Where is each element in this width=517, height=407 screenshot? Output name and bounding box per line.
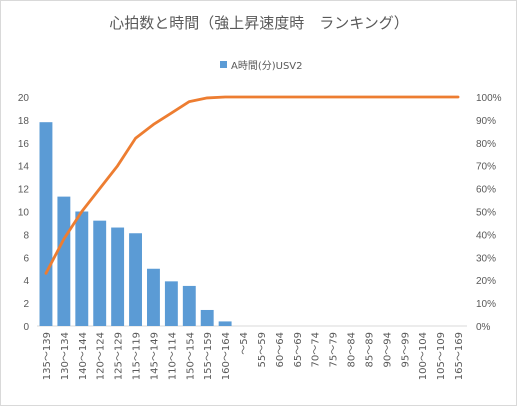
x-tick-label: 65～69: [293, 332, 304, 367]
y-left-tick-label: 10: [18, 208, 30, 219]
cumulative-line-series: [44, 95, 460, 275]
y-right-tick-label: 100%: [476, 93, 502, 104]
x-tick-label: 145～149: [149, 332, 160, 380]
y-left-tick-label: 16: [18, 139, 30, 150]
y-right-tick-label: 10%: [476, 299, 496, 310]
legend-swatch-bar: [220, 61, 227, 68]
y-right-tick-label: 30%: [476, 253, 496, 264]
x-tick-label: 105～109: [436, 332, 447, 380]
y-left-tick-label: 18: [18, 116, 30, 127]
y-right-tick-label: 0%: [476, 322, 491, 333]
x-tick-label: 150～154: [185, 332, 196, 380]
bar: [200, 309, 214, 326]
x-tick-label: 60～64: [275, 332, 286, 367]
y-left-tick-label: 0: [23, 322, 29, 333]
bar: [93, 220, 107, 326]
x-tick-label: 80～84: [347, 332, 358, 367]
bar: [129, 233, 142, 326]
y-right-tick-label: 50%: [476, 208, 496, 219]
bar: [218, 321, 232, 326]
x-tick-label: 70～74: [311, 332, 322, 367]
legend-label: A時間(分)USV2: [231, 60, 303, 72]
x-tick-label: 135～139: [42, 332, 53, 380]
bar: [111, 227, 125, 326]
x-tick-label: 85～89: [364, 332, 375, 367]
bar-series: [39, 122, 232, 326]
x-tick-label: 100～104: [418, 332, 429, 380]
y-right-tick-label: 70%: [476, 162, 496, 173]
x-tick-label: 95～99: [400, 332, 411, 367]
cumulative-line: [44, 95, 460, 275]
x-tick-label: 125～129: [114, 332, 125, 380]
y-left-tick-label: 20: [18, 93, 30, 104]
y-left-tick-label: 12: [18, 185, 30, 196]
x-tick-label: 110～114: [167, 332, 178, 380]
bar: [147, 268, 160, 326]
chart-title: 心拍数と時間（強上昇速度時 ランキング）: [109, 14, 409, 32]
y-left-tick-label: 6: [23, 253, 29, 264]
x-tick-label: 75～79: [329, 332, 340, 367]
x-tick-label: 55～59: [257, 332, 268, 367]
bar: [57, 196, 71, 326]
axes: 0 2 4 6 8 10 12 14 16 18 20 0% 10% 20% 30% 40% 50% 60% 70%…: [18, 93, 502, 333]
y-left-tick-label: 2: [23, 299, 29, 310]
y-left-tick-label: 8: [23, 230, 29, 241]
legend: A時間(分)USV2: [220, 60, 303, 72]
x-tick-label: 155～159: [203, 332, 214, 380]
y-left-tick-label: 14: [18, 162, 30, 173]
bar: [182, 285, 196, 326]
x-tick-label: 115～119: [132, 332, 143, 380]
y-right-tick-label: 40%: [476, 230, 496, 241]
y-right-tick-label: 60%: [476, 185, 496, 196]
x-tick-label: 140～144: [78, 332, 89, 380]
y-right-tick-label: 20%: [476, 276, 496, 287]
y-right-tick-label: 90%: [476, 116, 496, 127]
bar: [164, 281, 178, 326]
bar: [75, 211, 89, 326]
x-axis-tick-labels: 135～139 130～134 140～144 120～124 125～129 115～1…: [42, 332, 465, 380]
y-right-tick-label: 80%: [476, 139, 496, 150]
x-tick-label: ～54: [239, 332, 250, 355]
bar: [39, 122, 53, 326]
x-tick-label: 130～134: [60, 332, 71, 380]
x-tick-label: 165～169: [454, 332, 465, 380]
x-tick-label: 120～124: [96, 332, 107, 380]
x-tick-label: 160～164: [221, 332, 232, 380]
x-tick-label: 90～94: [382, 332, 393, 367]
y-left-tick-label: 4: [23, 276, 29, 287]
